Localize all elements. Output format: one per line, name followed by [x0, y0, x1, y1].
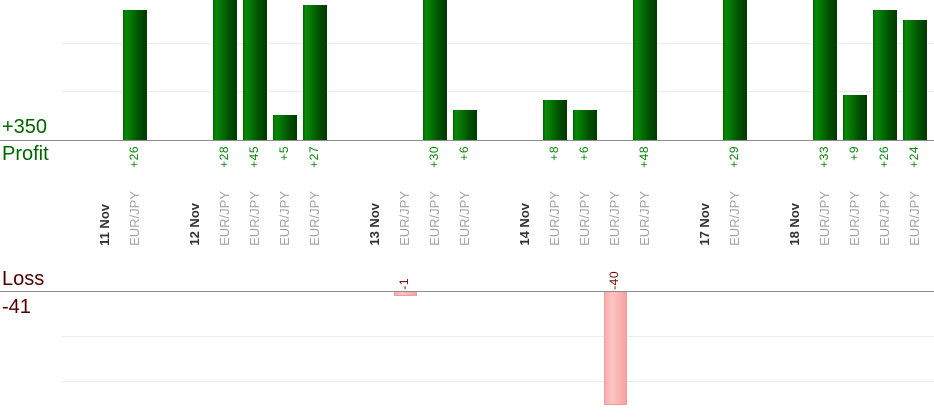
- instrument-label: EUR/JPY: [247, 191, 262, 246]
- trade-value-label: +30: [427, 146, 441, 168]
- profit-bar: [903, 20, 927, 140]
- instrument-label: EUR/JPY: [307, 191, 322, 246]
- profit-bar: [273, 115, 297, 140]
- instrument-label: EUR/JPY: [427, 191, 442, 246]
- trade-value-label: +5: [277, 146, 291, 161]
- profit-bar: [573, 110, 597, 140]
- date-label: 13 Nov: [367, 203, 382, 246]
- trade-value-label: +8: [547, 146, 561, 161]
- trade-value-label: +45: [247, 146, 261, 168]
- trade-value-label: -40: [607, 271, 621, 290]
- loss-gridline: [62, 381, 934, 382]
- profit-chart-area: [0, 0, 934, 141]
- trade-value-label: +48: [637, 146, 651, 168]
- loss-axis-label: Loss: [2, 268, 45, 290]
- trade-value-label: +27: [307, 146, 321, 168]
- instrument-label: EUR/JPY: [217, 191, 232, 246]
- instrument-label: EUR/JPY: [847, 191, 862, 246]
- profit-bar: [543, 100, 567, 140]
- loss-gridline: [62, 336, 934, 337]
- profit-bar: [243, 0, 267, 140]
- instrument-label: EUR/JPY: [127, 191, 142, 246]
- trade-value-label: +26: [127, 146, 141, 168]
- loss-bar: [603, 292, 627, 405]
- trade-value-label: +9: [847, 146, 861, 161]
- profit-gridline: [62, 91, 934, 92]
- profit-bar: [213, 0, 237, 140]
- trade-value-label: +6: [577, 146, 591, 161]
- instrument-label: EUR/JPY: [907, 191, 922, 246]
- date-label: 11 Nov: [97, 204, 112, 246]
- trade-value-label: +6: [457, 146, 471, 161]
- instrument-label: EUR/JPY: [397, 191, 412, 246]
- trade-value-label: -1: [397, 278, 411, 290]
- instrument-label: EUR/JPY: [727, 191, 742, 246]
- instrument-label: EUR/JPY: [577, 191, 592, 246]
- loss-bar: [393, 292, 417, 296]
- profit-bar: [303, 5, 327, 140]
- instrument-label: EUR/JPY: [607, 191, 622, 246]
- instrument-label: EUR/JPY: [277, 191, 292, 246]
- profit-total-label: +350: [2, 116, 48, 138]
- trade-value-label: +26: [877, 146, 891, 168]
- profit-bar: [123, 10, 147, 140]
- instrument-label: EUR/JPY: [817, 191, 832, 246]
- instrument-label: EUR/JPY: [547, 191, 562, 246]
- profit-bar: [873, 10, 897, 140]
- date-label: 12 Nov: [187, 203, 202, 246]
- instrument-label: EUR/JPY: [637, 191, 652, 246]
- loss-chart-area: [0, 291, 934, 420]
- profit-bar: [813, 0, 837, 140]
- profit-bar: [453, 110, 477, 140]
- loss-total-label: -41: [2, 296, 31, 318]
- instrument-label: EUR/JPY: [457, 191, 472, 246]
- profit-bar: [633, 0, 657, 140]
- date-label: 18 Nov: [787, 203, 802, 246]
- date-label: 17 Nov: [697, 203, 712, 246]
- date-label: 14 Nov: [517, 203, 532, 246]
- trade-value-label: +28: [217, 146, 231, 168]
- profit-axis-label: Profit: [2, 143, 49, 165]
- profit-bar: [723, 0, 747, 140]
- trade-value-label: +29: [727, 146, 741, 168]
- profit-bar: [843, 95, 867, 140]
- instrument-label: EUR/JPY: [877, 191, 892, 246]
- profit-bar: [423, 0, 447, 140]
- trade-value-label: +33: [817, 146, 831, 168]
- profit-gridline: [62, 43, 934, 44]
- trade-value-label: +24: [907, 146, 921, 168]
